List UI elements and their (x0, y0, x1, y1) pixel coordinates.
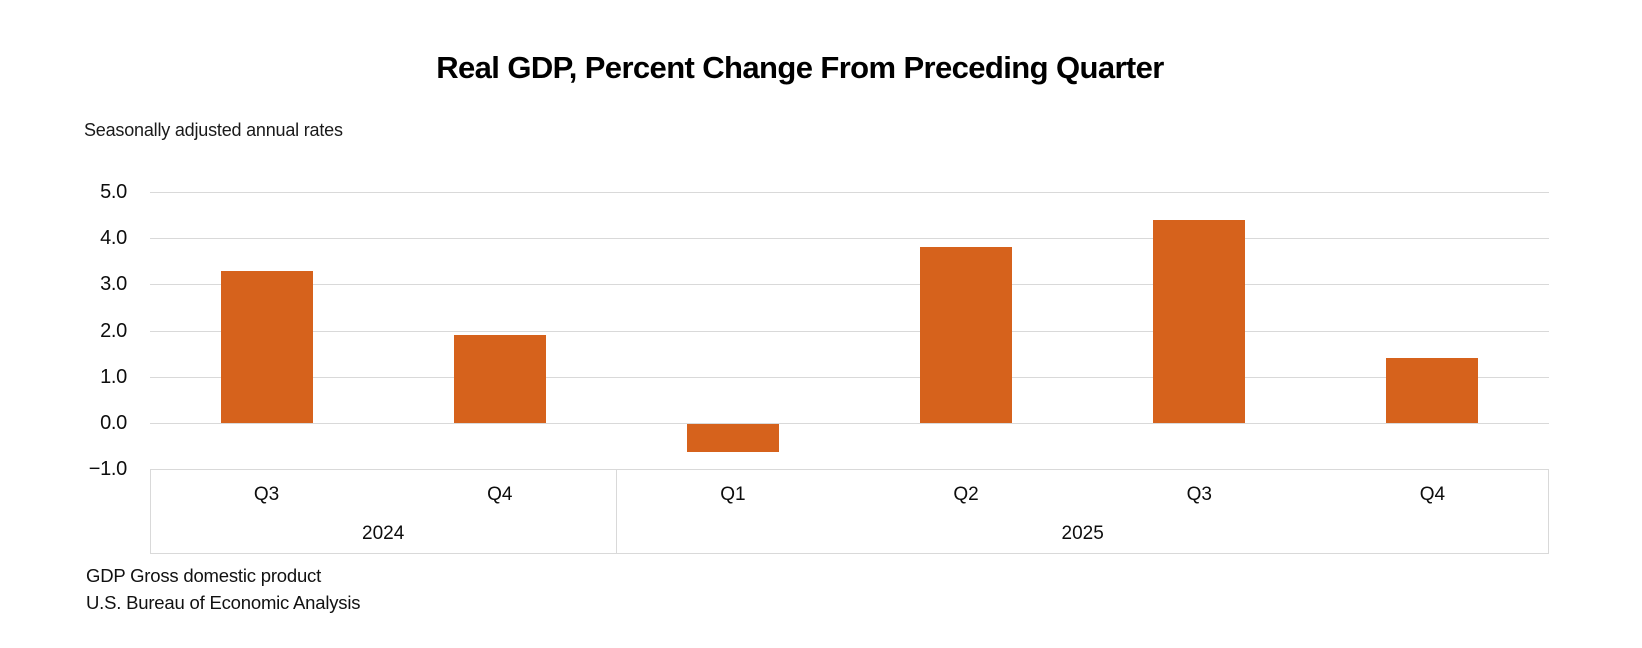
gridline-2.0 (150, 330, 1549, 332)
x-axis-quarter-label: Q4 (1419, 484, 1446, 505)
y-axis-tick-label: 5.0 (100, 181, 127, 203)
bar-q3-2025 (1153, 219, 1246, 423)
gridline-1.0 (150, 376, 1549, 378)
footnote-source: U.S. Bureau of Economic Analysis (86, 592, 361, 613)
chart-title: Real GDP, Percent Change From Preceding … (436, 50, 1164, 85)
gridline-3.0 (150, 284, 1549, 286)
x-axis-year-label: 2025 (1061, 523, 1104, 544)
bar-q4-2024 (453, 335, 546, 423)
bar-q1-2025 (686, 424, 779, 452)
x-axis-year-label: 2024 (362, 523, 405, 544)
y-axis-tick-label: −1.0 (88, 458, 128, 481)
x-axis-quarter-label: Q3 (1186, 484, 1212, 505)
bar-q3-2024 (220, 270, 313, 423)
x-axis-quarter-label: Q3 (253, 484, 280, 505)
y-axis-tick-label: 0.0 (100, 412, 127, 434)
year-group-separator (616, 469, 618, 554)
gridline-4.0 (150, 238, 1549, 240)
y-axis-tick-label: 3.0 (100, 273, 127, 296)
footnote-gdp-definition: GDP Gross domestic product (86, 565, 322, 586)
gridline-0.0 (150, 423, 1549, 424)
category-axis-box (150, 469, 1549, 554)
chart-subtitle: Seasonally adjusted annual rates (84, 120, 343, 140)
x-axis-quarter-label: Q1 (720, 484, 746, 505)
bar-q2-2025 (920, 247, 1013, 423)
x-axis-quarter-label: Q2 (953, 484, 979, 505)
x-axis-quarter-label: Q4 (487, 484, 513, 505)
y-axis-tick-label: 2.0 (100, 319, 127, 342)
gridline-5.0 (150, 192, 1549, 193)
y-axis-tick-label: 1.0 (100, 365, 127, 388)
y-axis-tick-label: 4.0 (100, 227, 127, 250)
bar-q4-2025 (1386, 358, 1479, 423)
